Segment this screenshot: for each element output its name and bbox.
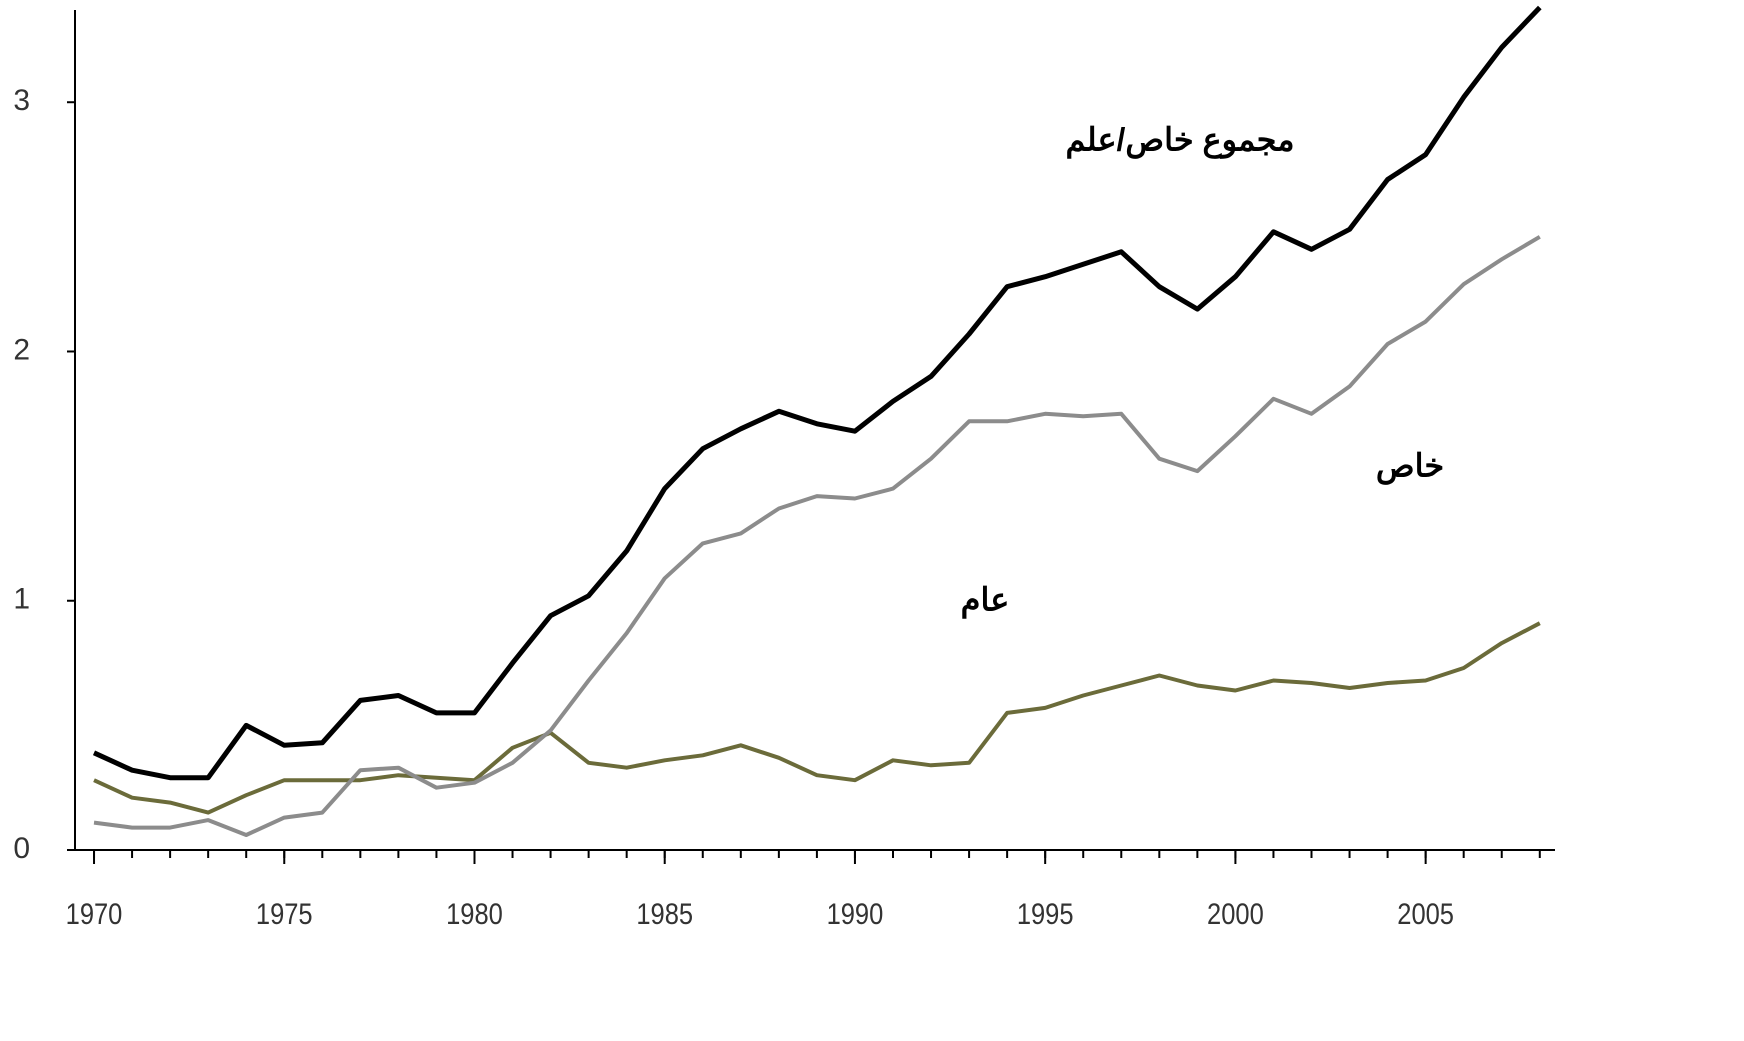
x-tick-label: 1980 xyxy=(446,897,503,930)
y-tick-label: 1 xyxy=(13,583,30,616)
y-tick-label: 3 xyxy=(13,84,30,117)
series-line xyxy=(93,235,1541,837)
series-label: مجموع خاص/علم xyxy=(1066,121,1295,159)
x-tick-label: 2000 xyxy=(1207,897,1264,930)
x-tick-label: 1990 xyxy=(827,897,884,930)
x-tick-label: 2005 xyxy=(1397,897,1454,930)
x-tick-label: 1970 xyxy=(66,897,123,930)
x-tick-label: 1985 xyxy=(636,897,693,930)
series-line xyxy=(92,5,1542,781)
x-tick-label: 1975 xyxy=(256,897,313,930)
y-tick-label: 0 xyxy=(13,832,30,865)
series-label: عام xyxy=(961,581,1010,619)
x-tick-label: 1995 xyxy=(1017,897,1074,930)
series-label: خاص xyxy=(1376,447,1444,485)
series-line xyxy=(93,621,1541,815)
y-tick-label: 2 xyxy=(13,333,30,366)
